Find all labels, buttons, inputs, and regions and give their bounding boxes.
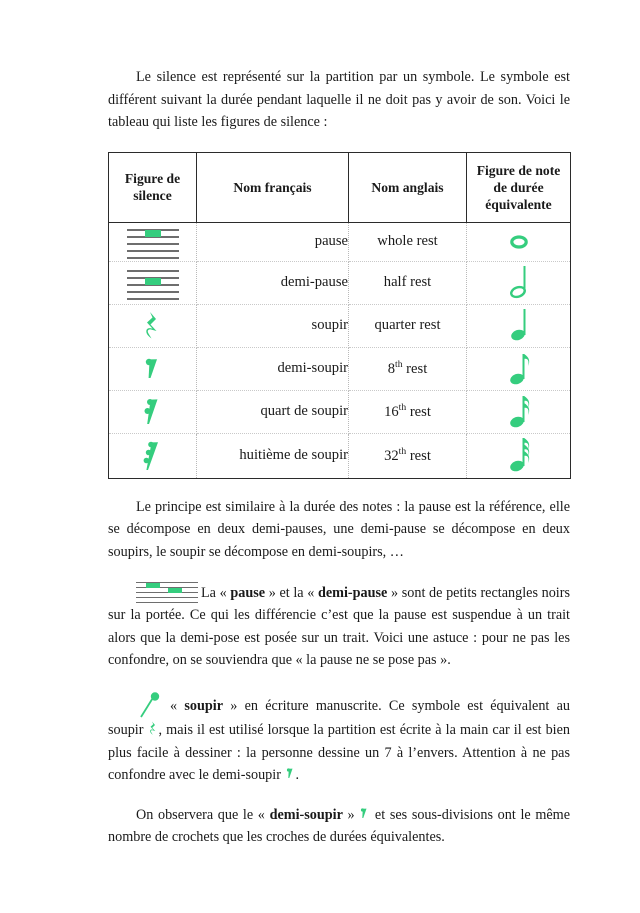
rest-symbol-cell [108,304,197,348]
french-name: demi-soupir [196,347,349,391]
whole-note-icon [509,235,528,249]
note-symbol-cell [467,433,571,478]
pause-paragraph: La « pause » et la « demi-pause » sont d… [108,581,570,672]
quarter-note-icon [510,308,525,341]
english-name: 32th rest [348,433,467,479]
french-name: demi-pause [196,261,349,305]
table-row: demi-pause half rest [108,261,571,305]
english-name: quarter rest [348,304,467,348]
table-row: pause whole rest [108,222,571,262]
table-row: huitième de soupir 32th rest [108,433,571,479]
english-ordinal-suffix: th [398,446,407,458]
rest-symbol-cell [108,261,197,305]
rest-symbol-cell [108,347,197,391]
half-rest-on-staff-icon [126,266,179,300]
spacer [108,787,570,804]
english-ordinal-suffix: th [398,402,407,414]
pause-bold: pause [230,584,266,601]
english-label: rest [402,361,428,378]
english-ordinal-number: 8 [387,361,396,378]
table-row: demi-soupir 8th rest [108,347,571,391]
spacer [108,672,570,689]
sixteenth-note-icon [509,395,529,428]
spacer [108,564,570,581]
final-text-after: » [342,806,360,823]
header-nom-anglais: Nom anglais [348,152,467,223]
note-symbol-cell [466,390,571,434]
quarter-rest-icon [145,311,156,339]
french-name: soupir [196,304,349,348]
pause-text-between: » et la « [265,584,318,601]
soupir-text-after: » en écriture manuscrite. Ce symbole est… [108,697,571,738]
table-header-row: Figure de silence Nom français Nom angla… [108,152,571,223]
sixteenth-rest-icon [144,398,157,424]
half-note-icon [509,265,526,298]
english-name: whole rest [348,222,467,262]
eighth-note-icon [509,353,529,385]
spacer [108,479,570,496]
table-row: soupir quarter rest [108,304,571,348]
rest-figures-table: Figure de silence Nom français Nom angla… [108,151,571,479]
english-name: 16th rest [348,390,467,434]
eighth-rest-icon [145,358,157,378]
english-ordinal-suffix: th [395,359,403,371]
final-text-end: et ses sous-divisions ont le même nombre… [108,806,570,846]
soupir-text-middle: , mais il est utilisé lorsque la partiti… [108,721,571,784]
soupir-text-before: « [170,697,185,714]
soupir-paragraph: « soupir » en écriture manuscrite. Ce sy… [108,689,570,787]
note-symbol-cell [466,261,571,305]
french-name: huitième de soupir [196,433,349,479]
demi-soupir-bold: demi-soupir [269,806,343,823]
principle-paragraph: Le principe est similaire à la durée des… [108,498,570,560]
note-symbol-cell [466,304,571,348]
english-label: quarter rest [374,317,441,334]
thirtysecond-note-icon [509,437,529,472]
rest-symbol-cell [108,222,197,262]
pause-and-half-pause-staff-icon [136,581,198,604]
eighth-rest-inline-icon [286,768,292,779]
page-number: 45 [108,898,640,913]
intro-paragraph: Le silence est représenté sur la partiti… [108,69,570,131]
thirtysecond-rest-icon [143,441,158,470]
rest-symbol-cell [108,433,197,479]
note-symbol-cell [466,222,571,262]
english-label: half rest [383,274,432,291]
quarter-rest-inline-icon [149,721,155,735]
pause-text-after: » sont de petits rectangles noirs sur la… [108,584,570,669]
english-label: whole rest [377,233,438,250]
spacer [108,134,570,152]
french-name: pause [196,222,349,262]
final-paragraph: On observera que le « demi-soupir » et s… [108,804,570,849]
final-text-before: On observera que le « [136,806,270,823]
english-label: rest [406,448,431,465]
header-nom-francais: Nom français [196,152,349,223]
table-row: quart de soupir 16th rest [108,390,571,434]
english-name: 8th rest [348,347,467,391]
english-label: rest [406,404,431,421]
french-name: quart de soupir [196,390,349,434]
demi-pause-bold: demi-pause [317,584,388,601]
english-ordinal-number: 32 [384,448,399,465]
english-name: half rest [348,261,467,305]
note-symbol-cell [466,347,571,391]
rest-symbol-cell [108,390,197,434]
handwritten-soupir-icon [140,692,160,718]
header-figure-de-silence: Figure de silence [108,152,197,223]
english-ordinal-number: 16 [384,404,399,421]
page-content: Le silence est représenté sur la partiti… [108,66,571,849]
soupir-bold: soupir [184,697,223,714]
header-figure-de-note: Figure de note de durée équivalente [466,152,571,223]
pause-text-before: La « [201,584,231,601]
soupir-text-end: . [295,767,300,784]
whole-rest-on-staff-icon [126,225,179,259]
eighth-rest-inline-icon [361,808,367,818]
